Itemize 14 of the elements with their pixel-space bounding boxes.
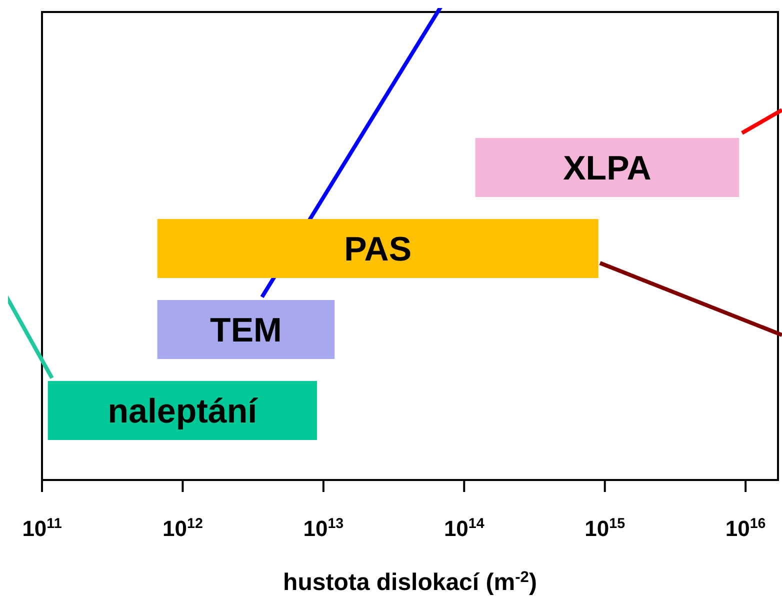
y-tick-label: naleptání — [108, 392, 259, 430]
x-tick-label: 10$^{12}$ — [162, 516, 203, 541]
x-tick-label: 10$^{14}$ — [444, 516, 484, 541]
y-tick-label: XLPA — [563, 150, 652, 188]
x-tick-label: 10$^{16}$ — [725, 516, 766, 541]
bar — [157, 300, 335, 359]
x-tick-label: 10$^{11}$ — [22, 516, 62, 541]
x-tick-label: 10$^{15}$ — [584, 516, 626, 541]
bar — [157, 219, 598, 278]
bar — [475, 138, 740, 197]
x-tick-label: 10$^{13}$ — [303, 516, 344, 541]
x-axis-title: hustota dislokací (m$^{-2}$) — [283, 568, 537, 596]
y-tick-label: PAS — [344, 230, 412, 268]
y-tick-label: TEM — [210, 312, 282, 350]
